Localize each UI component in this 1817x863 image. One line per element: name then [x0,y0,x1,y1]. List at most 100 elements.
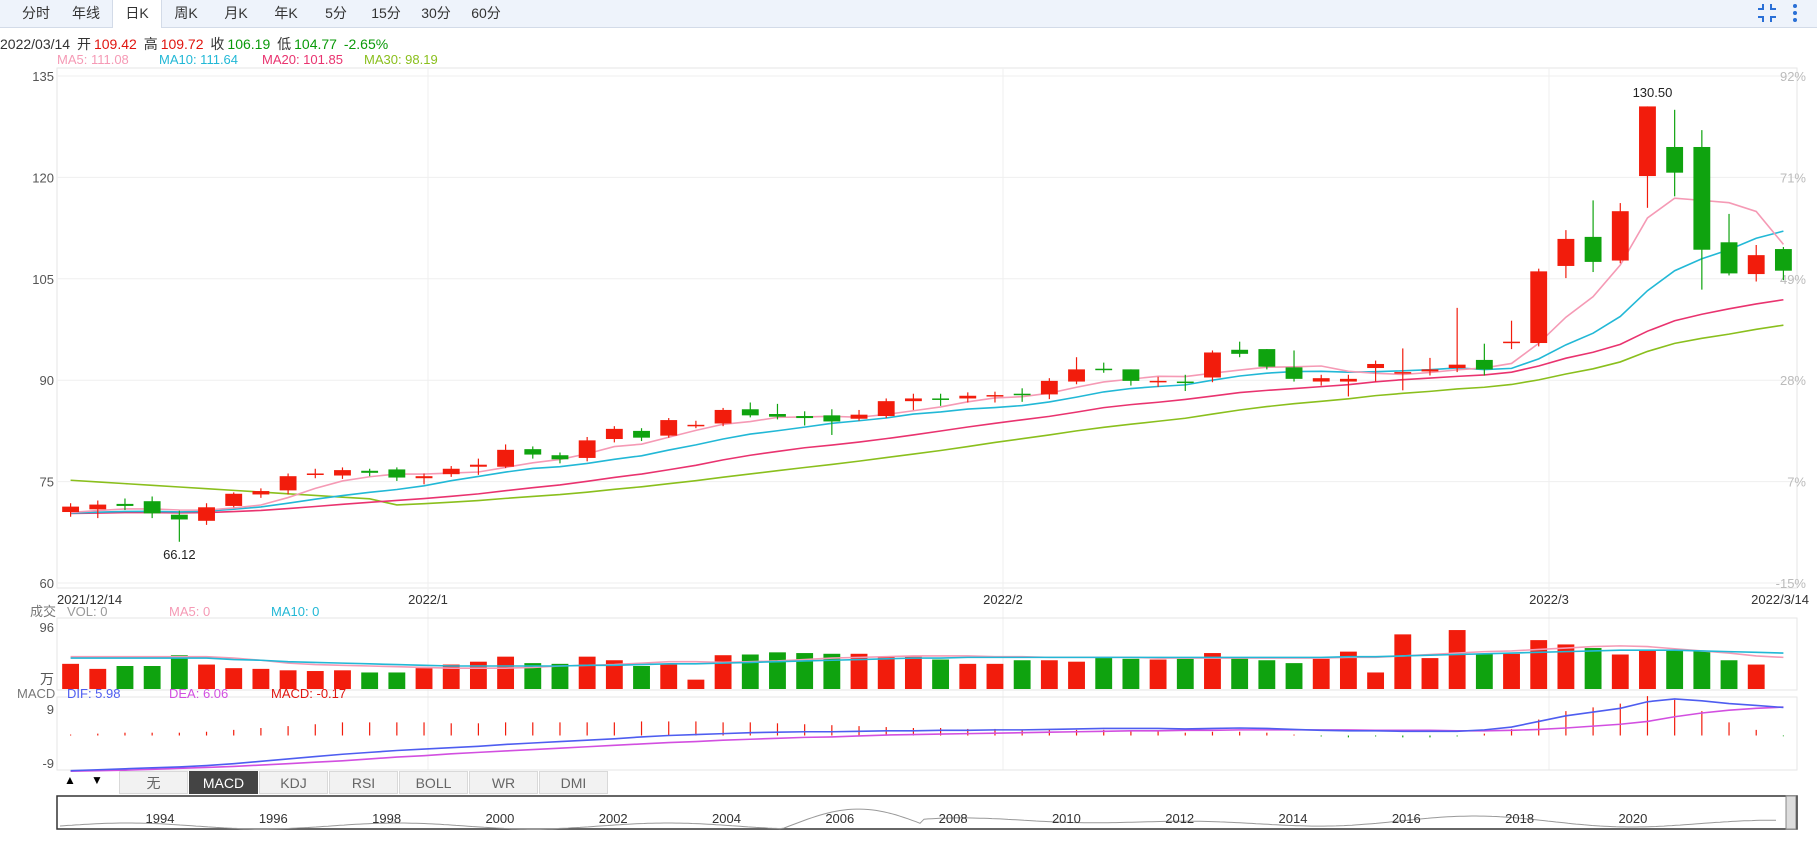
volume-bar [89,668,107,689]
candle-body [170,514,188,520]
volume-ma10-line [70,649,1784,667]
volume-title: 成交 [30,604,56,619]
volume-bar [116,666,134,689]
indicator-tab-0[interactable]: 无 [119,771,188,794]
candle-body [1557,238,1575,266]
candle-body [1204,352,1221,378]
volume-bar [714,655,732,689]
candle-body [1666,146,1684,173]
volume-unit: 万 [40,671,54,687]
volume-bar [1068,661,1085,689]
volume-bar [1475,653,1493,689]
volume-bar [578,656,596,689]
navigator-year: 2016 [1392,811,1421,826]
macd-bottom-tick: -9 [42,756,54,771]
candle-body [1693,146,1711,250]
volume-bar [769,652,786,689]
candle-body [252,491,270,495]
dif-line [70,698,1784,772]
candle-body [1367,363,1385,369]
volume-bar [524,663,542,689]
candle-body [306,473,324,475]
volume-bar [1231,658,1249,689]
arrow-down-button[interactable]: ▼ [91,773,103,787]
more-icon[interactable] [1790,2,1800,27]
quote-date: 2022/03/14 [0,36,71,52]
date-label: 2022/3/14 [1751,592,1809,607]
candle-body [388,469,406,478]
arrow-up-button[interactable]: ▲ [64,773,76,787]
candle-body [796,416,814,419]
navigator-year: 2008 [939,811,968,826]
indicator-tab-5[interactable]: WR [469,771,538,794]
indicator-tab-2[interactable]: KDJ [259,771,328,794]
collapse-icon[interactable] [1756,2,1778,27]
indicator-tab-1[interactable]: MACD [189,771,258,794]
tab-9[interactable]: 60分 [471,5,501,21]
percent-tick: 71% [1780,170,1806,185]
volume-bar [687,679,705,689]
candle-body [932,398,950,400]
tab-5[interactable]: 年K [274,5,298,21]
percent-tick: -15% [1776,576,1807,591]
candle-body [823,415,841,422]
candle-body [741,409,759,416]
tab-0[interactable]: 分时 [22,5,50,21]
tab-1[interactable]: 年线 [72,5,100,21]
macd-top-tick: 9 [47,702,54,717]
volume-bar [1530,640,1548,689]
high-value: 109.72 [160,36,204,52]
ma20-line [70,298,1784,515]
volume-ma10-label: MA10: 0 [271,604,319,619]
candle-body [1339,378,1357,382]
candle-body [1584,236,1602,262]
price-tick: 60 [40,576,54,591]
volume-bar [796,653,814,689]
percent-tick: 92% [1780,69,1806,84]
quote-info-row: 2022/03/14 开 109.42 高 109.72 收 106.19 低 104.… [0,34,391,54]
volume-bar [1666,649,1684,689]
price-tick: 90 [40,373,54,388]
volume-bar [551,663,569,689]
dea-line [70,706,1784,772]
volume-bar [1204,653,1221,689]
price-panel-frame [56,67,1798,589]
candle-body [469,464,487,467]
tab-2[interactable]: 日K [112,0,162,28]
volume-bar [1394,634,1412,689]
navigator-year: 2004 [712,811,741,826]
candle-body [1774,249,1792,271]
ma10-line [70,230,1784,514]
volume-bar [306,671,324,689]
indicator-tab-3[interactable]: RSI [329,771,398,794]
candle-body [1122,369,1140,381]
candle-body [769,414,786,417]
date-label: 2022/1 [408,592,448,607]
open-label: 开 [76,36,91,52]
low-value: 104.77 [294,36,337,52]
ma30-legend: MA30: 98.19 [364,52,438,67]
tab-4[interactable]: 月K [224,5,248,21]
candle-body [1312,378,1330,382]
navigator-year: 2020 [1618,811,1647,826]
volume-bar [1611,654,1629,689]
tab-3[interactable]: 周K [174,5,198,21]
candle-body [1720,242,1738,274]
navigator-year: 1994 [146,811,175,826]
tab-8[interactable]: 30分 [421,5,451,21]
volume-bar [1693,650,1711,689]
tab-6[interactable]: 5分 [325,5,347,21]
candle-body [1747,255,1765,275]
volume-top-tick: 96 [40,620,54,635]
indicator-tab-4[interactable]: BOLL [399,771,468,794]
navigator-year: 1998 [372,811,401,826]
navigator-series-line [59,808,1776,830]
percent-tick: 28% [1780,373,1806,388]
volume-bar [633,666,650,689]
candle-body [1611,211,1629,261]
indicator-tab-6[interactable]: DMI [539,771,608,794]
tab-7[interactable]: 15分 [371,5,401,21]
navigator-year: 2010 [1052,811,1081,826]
date-label: 2021/12/14 [57,592,122,607]
volume-bar [1639,650,1656,689]
